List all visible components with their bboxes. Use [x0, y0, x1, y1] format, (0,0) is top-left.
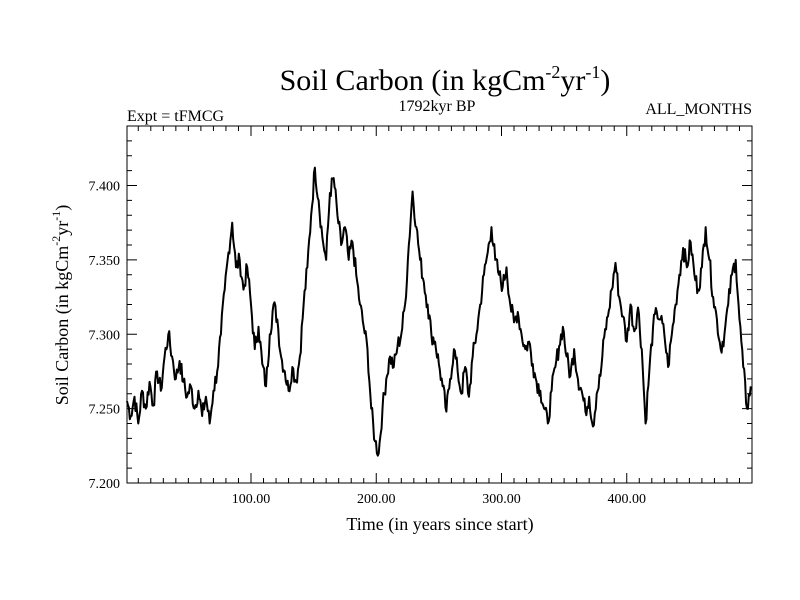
title-text-end: ) — [600, 64, 610, 97]
ylabel-text-main: Soil Carbon (in kgCm — [52, 246, 73, 406]
x-tick-label: 100.00 — [232, 492, 271, 507]
ylabel-superscript-1: -2 — [49, 236, 63, 246]
x-tick-labels: 100.00 200.00 300.00 400.00 — [232, 492, 646, 507]
period-label: 1792kyr BP — [399, 98, 476, 115]
plot-frame — [126, 125, 753, 484]
title-superscript-2: -1 — [585, 62, 600, 82]
months-label: ALL_MONTHS — [645, 101, 752, 118]
y-tick-label: 7.350 — [89, 254, 121, 269]
series-line-soil-carbon — [126, 166, 752, 457]
ylabel-superscript-2: -1 — [49, 211, 63, 221]
minor-ticks — [127, 126, 752, 483]
y-tick-label: 7.200 — [89, 477, 121, 492]
major-ticks — [127, 126, 752, 484]
title-superscript-1: -2 — [545, 62, 560, 82]
title-text-main: Soil Carbon (in kgCm — [280, 64, 546, 97]
ylabel-text-end: ) — [52, 205, 73, 211]
y-tick-label: 7.300 — [89, 328, 121, 343]
x-tick-label: 200.00 — [357, 492, 396, 507]
y-axis-label: Soil Carbon (in kgCm-2yr-1) — [49, 205, 73, 406]
chart-title: Soil Carbon (in kgCm-2yr-1) — [280, 62, 611, 97]
y-tick-labels: 7.200 7.250 7.300 7.350 7.400 — [89, 180, 121, 493]
experiment-label: Expt = tFMCG — [127, 108, 224, 125]
x-tick-label: 300.00 — [482, 492, 521, 507]
ylabel-text-mid: yr — [52, 221, 72, 236]
y-tick-label: 7.250 — [89, 403, 121, 418]
x-tick-label: 400.00 — [607, 492, 646, 507]
x-axis-label: Time (in years since start) — [346, 514, 533, 535]
title-text-mid: yr — [560, 64, 585, 97]
y-tick-label: 7.400 — [89, 180, 121, 195]
